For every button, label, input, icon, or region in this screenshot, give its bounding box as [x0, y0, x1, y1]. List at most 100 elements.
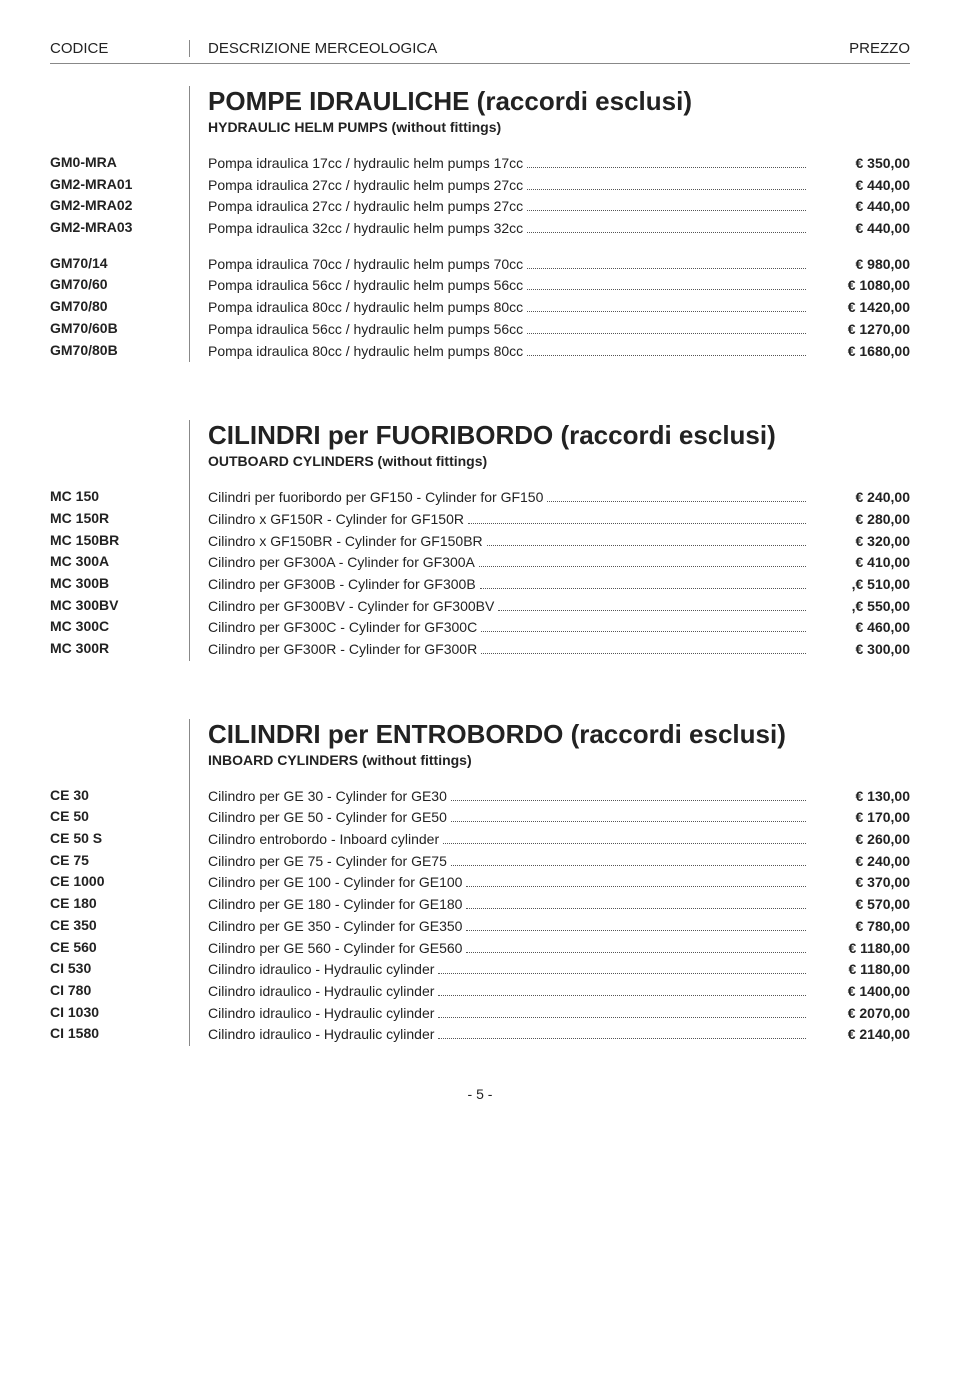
leader-dots	[527, 289, 806, 290]
product-code: GM2-MRA01	[50, 174, 179, 196]
codes-column: GM0-MRAGM2-MRA01GM2-MRA02GM2-MRA03GM70/1…	[50, 86, 190, 362]
product-price: € 980,00	[810, 254, 910, 276]
product-line: Cilindro per GE 180 - Cylinder for GE180…	[208, 894, 910, 916]
product-price: € 130,00	[810, 786, 910, 808]
leader-dots	[451, 865, 806, 866]
product-code: GM70/80B	[50, 340, 179, 362]
product-code: GM0-MRA	[50, 152, 179, 174]
product-price: € 260,00	[810, 829, 910, 851]
product-code: CE 1000	[50, 871, 179, 893]
leader-dots	[438, 1017, 806, 1018]
product-line: Cilindro x GF150R - Cylinder for GF150R€…	[208, 509, 910, 531]
section-subtitle: INBOARD CYLINDERS (without fittings)	[208, 752, 910, 768]
section-title: CILINDRI per ENTROBORDO (raccordi esclus…	[208, 719, 910, 750]
product-price: € 1680,00	[810, 341, 910, 363]
section: GM0-MRAGM2-MRA01GM2-MRA02GM2-MRA03GM70/1…	[50, 86, 910, 362]
product-desc: Pompa idraulica 56cc / hydraulic helm pu…	[208, 319, 523, 341]
product-code: MC 300BV	[50, 595, 179, 617]
product-code: CE 50 S	[50, 828, 179, 850]
leader-dots	[466, 908, 806, 909]
leader-dots	[443, 843, 806, 844]
product-line: Cilindro per GF300A - Cylinder for GF300…	[208, 552, 910, 574]
product-line: Cilindro per GF300R - Cylinder for GF300…	[208, 639, 910, 661]
product-line: Cilindro per GE 30 - Cylinder for GE30 € …	[208, 786, 910, 808]
leader-dots	[527, 311, 806, 312]
leader-dots	[527, 232, 806, 233]
product-line: Pompa idraulica 32cc / hydraulic helm pu…	[208, 218, 910, 240]
product-code: GM70/60B	[50, 318, 179, 340]
product-code: CI 1030	[50, 1002, 179, 1024]
product-desc: Cilindro per GE 180 - Cylinder for GE180	[208, 894, 462, 916]
product-desc: Cilindro per GF300C - Cylinder for GF300…	[208, 617, 477, 639]
product-desc: Cilindri per fuoribordo per GF150 - Cyli…	[208, 487, 543, 509]
section-subtitle: OUTBOARD CYLINDERS (without fittings)	[208, 453, 910, 469]
product-code: MC 150R	[50, 508, 179, 530]
product-price: € 440,00	[810, 175, 910, 197]
product-line: Pompa idraulica 17cc / hydraulic helm pu…	[208, 153, 910, 175]
leader-dots	[438, 973, 806, 974]
leader-dots	[451, 821, 806, 822]
product-desc: Cilindro per GF300BV - Cylinder for GF30…	[208, 596, 494, 618]
product-line: Cilindro per GE 350 - Cylinder for GE350…	[208, 916, 910, 938]
product-desc: Cilindro per GE 100 - Cylinder for GE100	[208, 872, 462, 894]
leader-dots	[527, 189, 806, 190]
product-price: € 570,00	[810, 894, 910, 916]
product-price: ,€ 550,00	[810, 596, 910, 618]
product-line: Cilindro per GF300BV - Cylinder for GF30…	[208, 596, 910, 618]
product-line: Cilindro per GF300C - Cylinder for GF300…	[208, 617, 910, 639]
product-line: Cilindro per GE 75 - Cylinder for GE75€ …	[208, 851, 910, 873]
product-desc: Pompa idraulica 80cc / hydraulic helm pu…	[208, 341, 523, 363]
price-list-page: CODICE DESCRIZIONE MERCEOLOGICA PREZZO G…	[0, 0, 960, 1132]
product-price: € 370,00	[810, 872, 910, 894]
product-code: CE 50	[50, 806, 179, 828]
product-line: Cilindro entrobordo - Inboard cylinder€ …	[208, 829, 910, 851]
product-desc: Pompa idraulica 70cc / hydraulic helm pu…	[208, 254, 523, 276]
product-price: € 1180,00	[810, 938, 910, 960]
product-code: GM70/60	[50, 274, 179, 296]
leader-dots	[451, 800, 806, 801]
page-number: - 5 -	[50, 1086, 910, 1102]
leader-dots	[480, 588, 806, 589]
leader-dots	[487, 545, 806, 546]
product-line: Cilindro per GE 50 - Cylinder for GE50€ …	[208, 807, 910, 829]
product-code: MC 300C	[50, 616, 179, 638]
section: MC 150MC 150RMC 150BRMC 300AMC 300BMC 30…	[50, 420, 910, 661]
product-code: MC 300A	[50, 551, 179, 573]
product-line: Pompa idraulica 80cc / hydraulic helm pu…	[208, 297, 910, 319]
section-title: CILINDRI per FUORIBORDO (raccordi esclus…	[208, 420, 910, 451]
product-price: € 170,00	[810, 807, 910, 829]
leader-dots	[527, 167, 806, 168]
section-title: POMPE IDRAULICHE (raccordi esclusi)	[208, 86, 910, 117]
product-code: CE 75	[50, 850, 179, 872]
codes-column: CE 30CE 50CE 50 SCE 75CE 1000CE 180CE 35…	[50, 719, 190, 1046]
leader-dots	[527, 333, 806, 334]
product-desc: Cilindro per GE 30 - Cylinder for GE30	[208, 786, 447, 808]
header-codice: CODICE	[50, 40, 190, 57]
product-line: Cilindro x GF150BR - Cylinder for GF150B…	[208, 531, 910, 553]
product-desc: Pompa idraulica 17cc / hydraulic helm pu…	[208, 153, 523, 175]
product-price: ,€ 510,00	[810, 574, 910, 596]
product-line: Pompa idraulica 80cc / hydraulic helm pu…	[208, 341, 910, 363]
product-code: GM70/80	[50, 296, 179, 318]
product-line: Cilindro idraulico - Hydraulic cylinder€…	[208, 1024, 910, 1046]
product-price: € 1080,00	[810, 275, 910, 297]
product-price: € 1180,00	[810, 959, 910, 981]
header-prezzo: PREZZO	[820, 40, 910, 57]
product-code: CE 560	[50, 937, 179, 959]
product-line: Pompa idraulica 56cc / hydraulic helm pu…	[208, 319, 910, 341]
product-code: CI 1580	[50, 1023, 179, 1045]
product-code: CE 180	[50, 893, 179, 915]
product-line: Cilindro idraulico - Hydraulic cylinder€…	[208, 959, 910, 981]
leader-dots	[481, 631, 806, 632]
product-desc: Pompa idraulica 80cc / hydraulic helm pu…	[208, 297, 523, 319]
product-desc: Cilindro per GE 560 - Cylinder for GE560	[208, 938, 462, 960]
product-desc: Cilindro x GF150BR - Cylinder for GF150B…	[208, 531, 483, 553]
product-line: Cilindri per fuoribordo per GF150 - Cyli…	[208, 487, 910, 509]
product-code: GM2-MRA02	[50, 195, 179, 217]
product-price: € 350,00	[810, 153, 910, 175]
product-code: MC 150	[50, 486, 179, 508]
product-code: CE 350	[50, 915, 179, 937]
desc-column: POMPE IDRAULICHE (raccordi esclusi)HYDRA…	[190, 86, 910, 362]
product-price: € 320,00	[810, 531, 910, 553]
product-line: Cilindro idraulico - Hydraulic cylinder€…	[208, 981, 910, 1003]
